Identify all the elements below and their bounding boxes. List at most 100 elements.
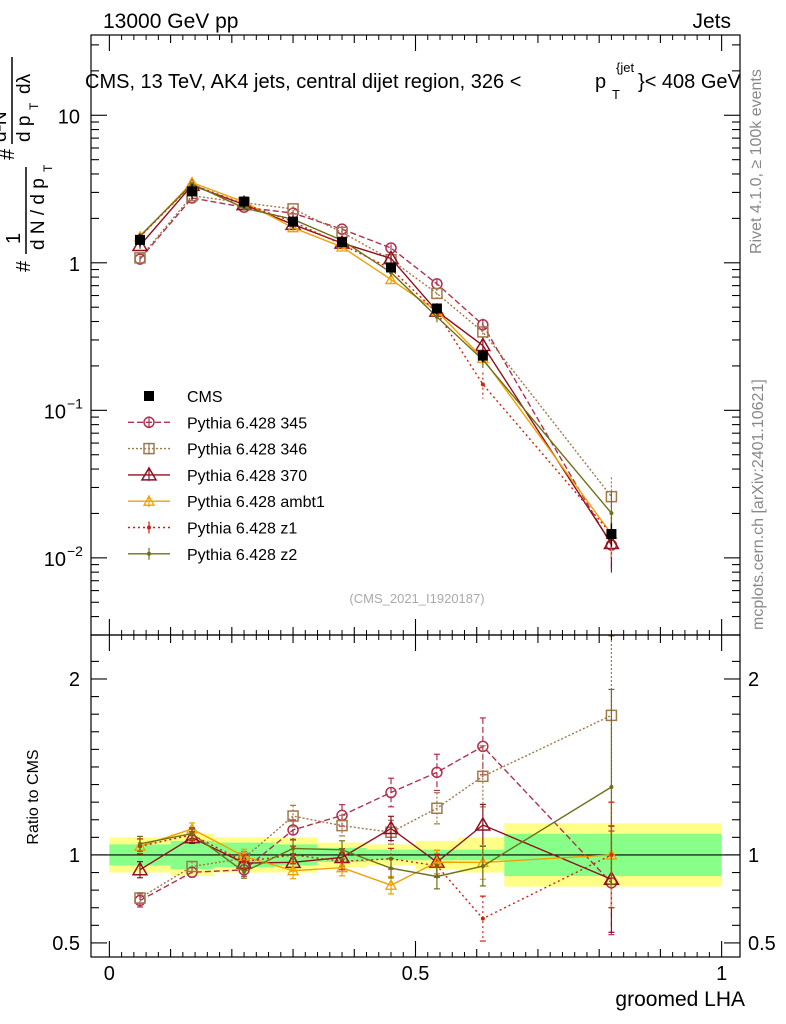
legend-item-370: Pythia 6.428 370 bbox=[128, 466, 307, 485]
y-main-tick-label: 10 bbox=[44, 549, 66, 571]
series-ambt1-ratio-point bbox=[335, 861, 349, 873]
cms-point bbox=[337, 237, 348, 248]
cms-point bbox=[288, 216, 299, 227]
title-suffix: }< 408 GeV bbox=[638, 71, 742, 93]
ylabel-hash-2: # bbox=[0, 148, 19, 160]
y-ratio-tick-label-right: 1 bbox=[748, 845, 759, 867]
series-z2-ratio-point bbox=[389, 866, 394, 871]
main-plot-area bbox=[131, 176, 620, 573]
main-y-axis-label: # 1 d N / d p T # d²N d p T dλ bbox=[0, 57, 55, 272]
ylabel-d2n: d²N bbox=[0, 111, 11, 142]
legend-marker-370 bbox=[140, 466, 158, 481]
series-346-ratio-point bbox=[287, 810, 299, 822]
y-main-tick-label: 10 bbox=[58, 106, 80, 128]
x-axis-label: groomed LHA bbox=[615, 988, 745, 1011]
y-main-tick-label: 10 bbox=[44, 401, 66, 423]
series-345-ratio-point bbox=[287, 824, 299, 836]
series-CMS-data bbox=[134, 184, 617, 547]
legend: CMS Pythia 6.428 345 Pythia 6.428 346 Pythi… bbox=[128, 389, 325, 564]
y-ratio-tick-label-left: 1 bbox=[69, 845, 80, 867]
series-346-point bbox=[287, 203, 299, 215]
y-ratio-tick-label-left: 0.5 bbox=[52, 933, 80, 955]
y-main-tick-label: 1 bbox=[69, 254, 80, 276]
header-jets-label: Jets bbox=[692, 10, 731, 33]
series-z2-ratio-point bbox=[137, 841, 142, 846]
series-z1-ratio-point bbox=[242, 859, 247, 864]
cms-point bbox=[477, 350, 488, 361]
cms-point bbox=[431, 303, 442, 314]
series-z2-ratio bbox=[136, 688, 615, 890]
ratio-plot-area bbox=[91, 635, 740, 942]
series-346-ratio-line bbox=[139, 714, 612, 899]
x-tick-label: 0 bbox=[104, 963, 115, 985]
legend-label-345: Pythia 6.428 345 bbox=[187, 415, 307, 432]
title-superscript: {jet bbox=[616, 60, 634, 75]
series-346-ratio-point bbox=[186, 860, 198, 873]
legend-item-CMS: CMS bbox=[144, 389, 223, 406]
series-z2-point bbox=[434, 314, 439, 319]
series-z2-ratio-point bbox=[340, 847, 345, 852]
legend-item-z1: Pythia 6.428 z1 bbox=[128, 521, 297, 538]
ylabel-hash-1: # bbox=[13, 260, 35, 272]
series-346-point bbox=[134, 252, 146, 264]
series-346-ratio-point bbox=[477, 770, 489, 783]
series-z2-ratio-point bbox=[609, 784, 614, 789]
legend-marker-345 bbox=[143, 416, 155, 429]
legend-marker-346 bbox=[143, 442, 155, 455]
legend-label-346: Pythia 6.428 346 bbox=[187, 442, 307, 459]
legend-label-z1: Pythia 6.428 z1 bbox=[187, 521, 297, 538]
series-346-point bbox=[431, 287, 443, 300]
title-symbol: p bbox=[595, 71, 606, 93]
series-346-ratio-point bbox=[431, 802, 443, 815]
legend-item-345: Pythia 6.428 345 bbox=[128, 415, 307, 432]
series-370-ratio-point bbox=[474, 816, 492, 831]
series-z2-ratio-point bbox=[242, 869, 247, 874]
series-z2-ratio-point bbox=[291, 846, 296, 851]
legend-item-z2: Pythia 6.428 z2 bbox=[128, 547, 297, 564]
ylabel-dn-sub: T bbox=[41, 164, 55, 172]
series-z1-ratio-point bbox=[340, 859, 345, 864]
series-z1-ratio-point bbox=[480, 916, 485, 921]
title-sup-text: jet bbox=[619, 60, 634, 75]
plot-title: CMS, 13 TeV, AK4 jets, central dijet reg… bbox=[85, 60, 742, 102]
series-ambt1-point bbox=[286, 221, 300, 233]
legend-item-ambt1: Pythia 6.428 ambt1 bbox=[128, 494, 325, 511]
series-z2-point bbox=[190, 182, 195, 187]
header-energy-label: 13000 GeV pp bbox=[103, 10, 238, 33]
ratio-y-axis-label: Ratio to CMS bbox=[25, 749, 42, 844]
series-z2-ratio-point bbox=[480, 864, 485, 869]
title-prefix: CMS, 13 TeV, AK4 jets, central dijet reg… bbox=[85, 71, 521, 93]
legend-marker-ambt1 bbox=[142, 494, 156, 506]
mcplots-label: mcplots.cern.ch [arXiv:2401.10621] bbox=[750, 379, 767, 630]
series-ambt1-ratio-point bbox=[384, 878, 398, 890]
series-346-point bbox=[477, 326, 489, 338]
series-370-ratio-point bbox=[131, 861, 149, 876]
analysis-tag: (CMS_2021_I1920187) bbox=[349, 591, 484, 606]
series-ambt1-point bbox=[384, 273, 398, 285]
y-main-tick-exponent: −2 bbox=[67, 543, 83, 559]
series-345-point bbox=[385, 242, 397, 254]
title-subscript: T bbox=[612, 87, 620, 102]
legend-label-ambt1: Pythia 6.428 ambt1 bbox=[187, 494, 325, 511]
title-suffix-text: < 408 GeV bbox=[645, 71, 742, 93]
legend-item-346: Pythia 6.428 346 bbox=[128, 442, 307, 459]
cms-point bbox=[386, 262, 397, 273]
ylabel-dlambda: dλ bbox=[14, 73, 35, 94]
series-345-ratio-point bbox=[431, 766, 443, 779]
series-346-line bbox=[139, 194, 612, 498]
legend-label-CMS: CMS bbox=[187, 389, 223, 406]
series-z2-ratio-point bbox=[190, 831, 195, 836]
series-ambt1-ratio-point bbox=[286, 864, 300, 876]
cms-point bbox=[239, 196, 250, 207]
legend-marker-CMS bbox=[144, 391, 154, 401]
y-ratio-tick-label-right: 0.5 bbox=[748, 933, 776, 955]
rivet-version-label: Rivet 4.1.0, ≥ 100k events bbox=[748, 69, 765, 254]
legend-marker-z2 bbox=[147, 551, 151, 556]
series-346-ratio-point bbox=[336, 819, 348, 832]
series-z2-point bbox=[609, 511, 614, 516]
ylabel-dpt-sub: T bbox=[27, 102, 41, 110]
legend-label-370: Pythia 6.428 370 bbox=[187, 468, 307, 485]
y-ratio-tick-label-left: 2 bbox=[69, 669, 80, 691]
x-tick-label: 0.5 bbox=[402, 963, 430, 985]
